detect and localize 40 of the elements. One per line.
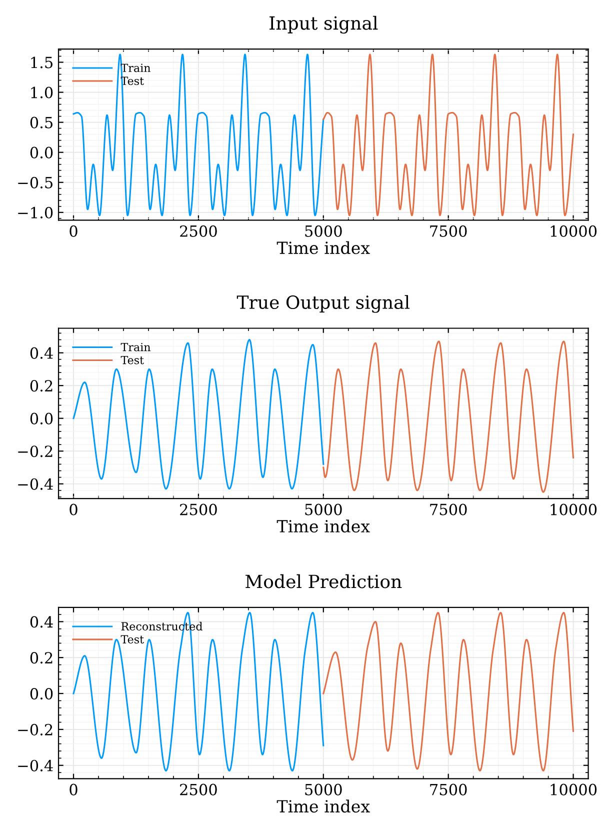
x-tick-label: 2500 — [180, 784, 217, 796]
x-tick-label: 0 — [70, 504, 78, 516]
legend-label: Train — [120, 342, 150, 352]
y-tick-label: 0.0 — [30, 146, 53, 158]
x-tick-label: 7500 — [430, 225, 467, 237]
chart-title: Input signal — [270, 16, 378, 34]
x-axis-title: Time index — [276, 520, 370, 533]
y-tick-label: −0.4 — [18, 760, 53, 772]
legend-label: Test — [120, 635, 144, 644]
x-axis-title: Time index — [276, 241, 370, 254]
x-tick-label: 7500 — [430, 784, 467, 796]
y-tick-label: −1.0 — [18, 206, 53, 218]
y-tick-label: 0.2 — [30, 652, 52, 664]
x-tick-label: 10000 — [550, 225, 597, 237]
x-tick-label: 7500 — [430, 504, 467, 516]
x-tick-label: 0 — [70, 784, 78, 796]
x-tick-label: 2500 — [180, 504, 217, 516]
x-tick-label: 10000 — [550, 504, 597, 516]
x-tick-label: 10000 — [550, 784, 597, 796]
y-tick-label: 0.0 — [30, 412, 53, 424]
x-axis-title: Time index — [276, 800, 370, 813]
y-tick-label: −0.2 — [18, 724, 52, 736]
legend-label: Test — [120, 356, 144, 364]
x-tick-label: 2500 — [180, 225, 217, 237]
chart-title: True Output signal — [236, 295, 410, 313]
x-tick-label: 5000 — [305, 225, 342, 237]
y-tick-label: 0.5 — [30, 116, 52, 128]
y-tick-label: 0.4 — [30, 347, 53, 359]
y-tick-label: −0.4 — [18, 478, 53, 490]
y-tick-label: 0.2 — [30, 380, 52, 392]
x-tick-label: 5000 — [305, 504, 342, 516]
y-tick-label: −0.5 — [18, 176, 52, 188]
y-tick-label: 0.0 — [30, 688, 53, 700]
y-tick-label: 1.0 — [31, 86, 53, 98]
chart-title: Model Prediction — [246, 574, 402, 588]
x-tick-label: 5000 — [305, 784, 342, 796]
x-tick-label: 0 — [70, 225, 78, 237]
y-tick-label: 1.5 — [31, 56, 52, 68]
y-tick-label: 0.4 — [30, 616, 53, 628]
y-tick-label: −0.2 — [18, 446, 52, 458]
